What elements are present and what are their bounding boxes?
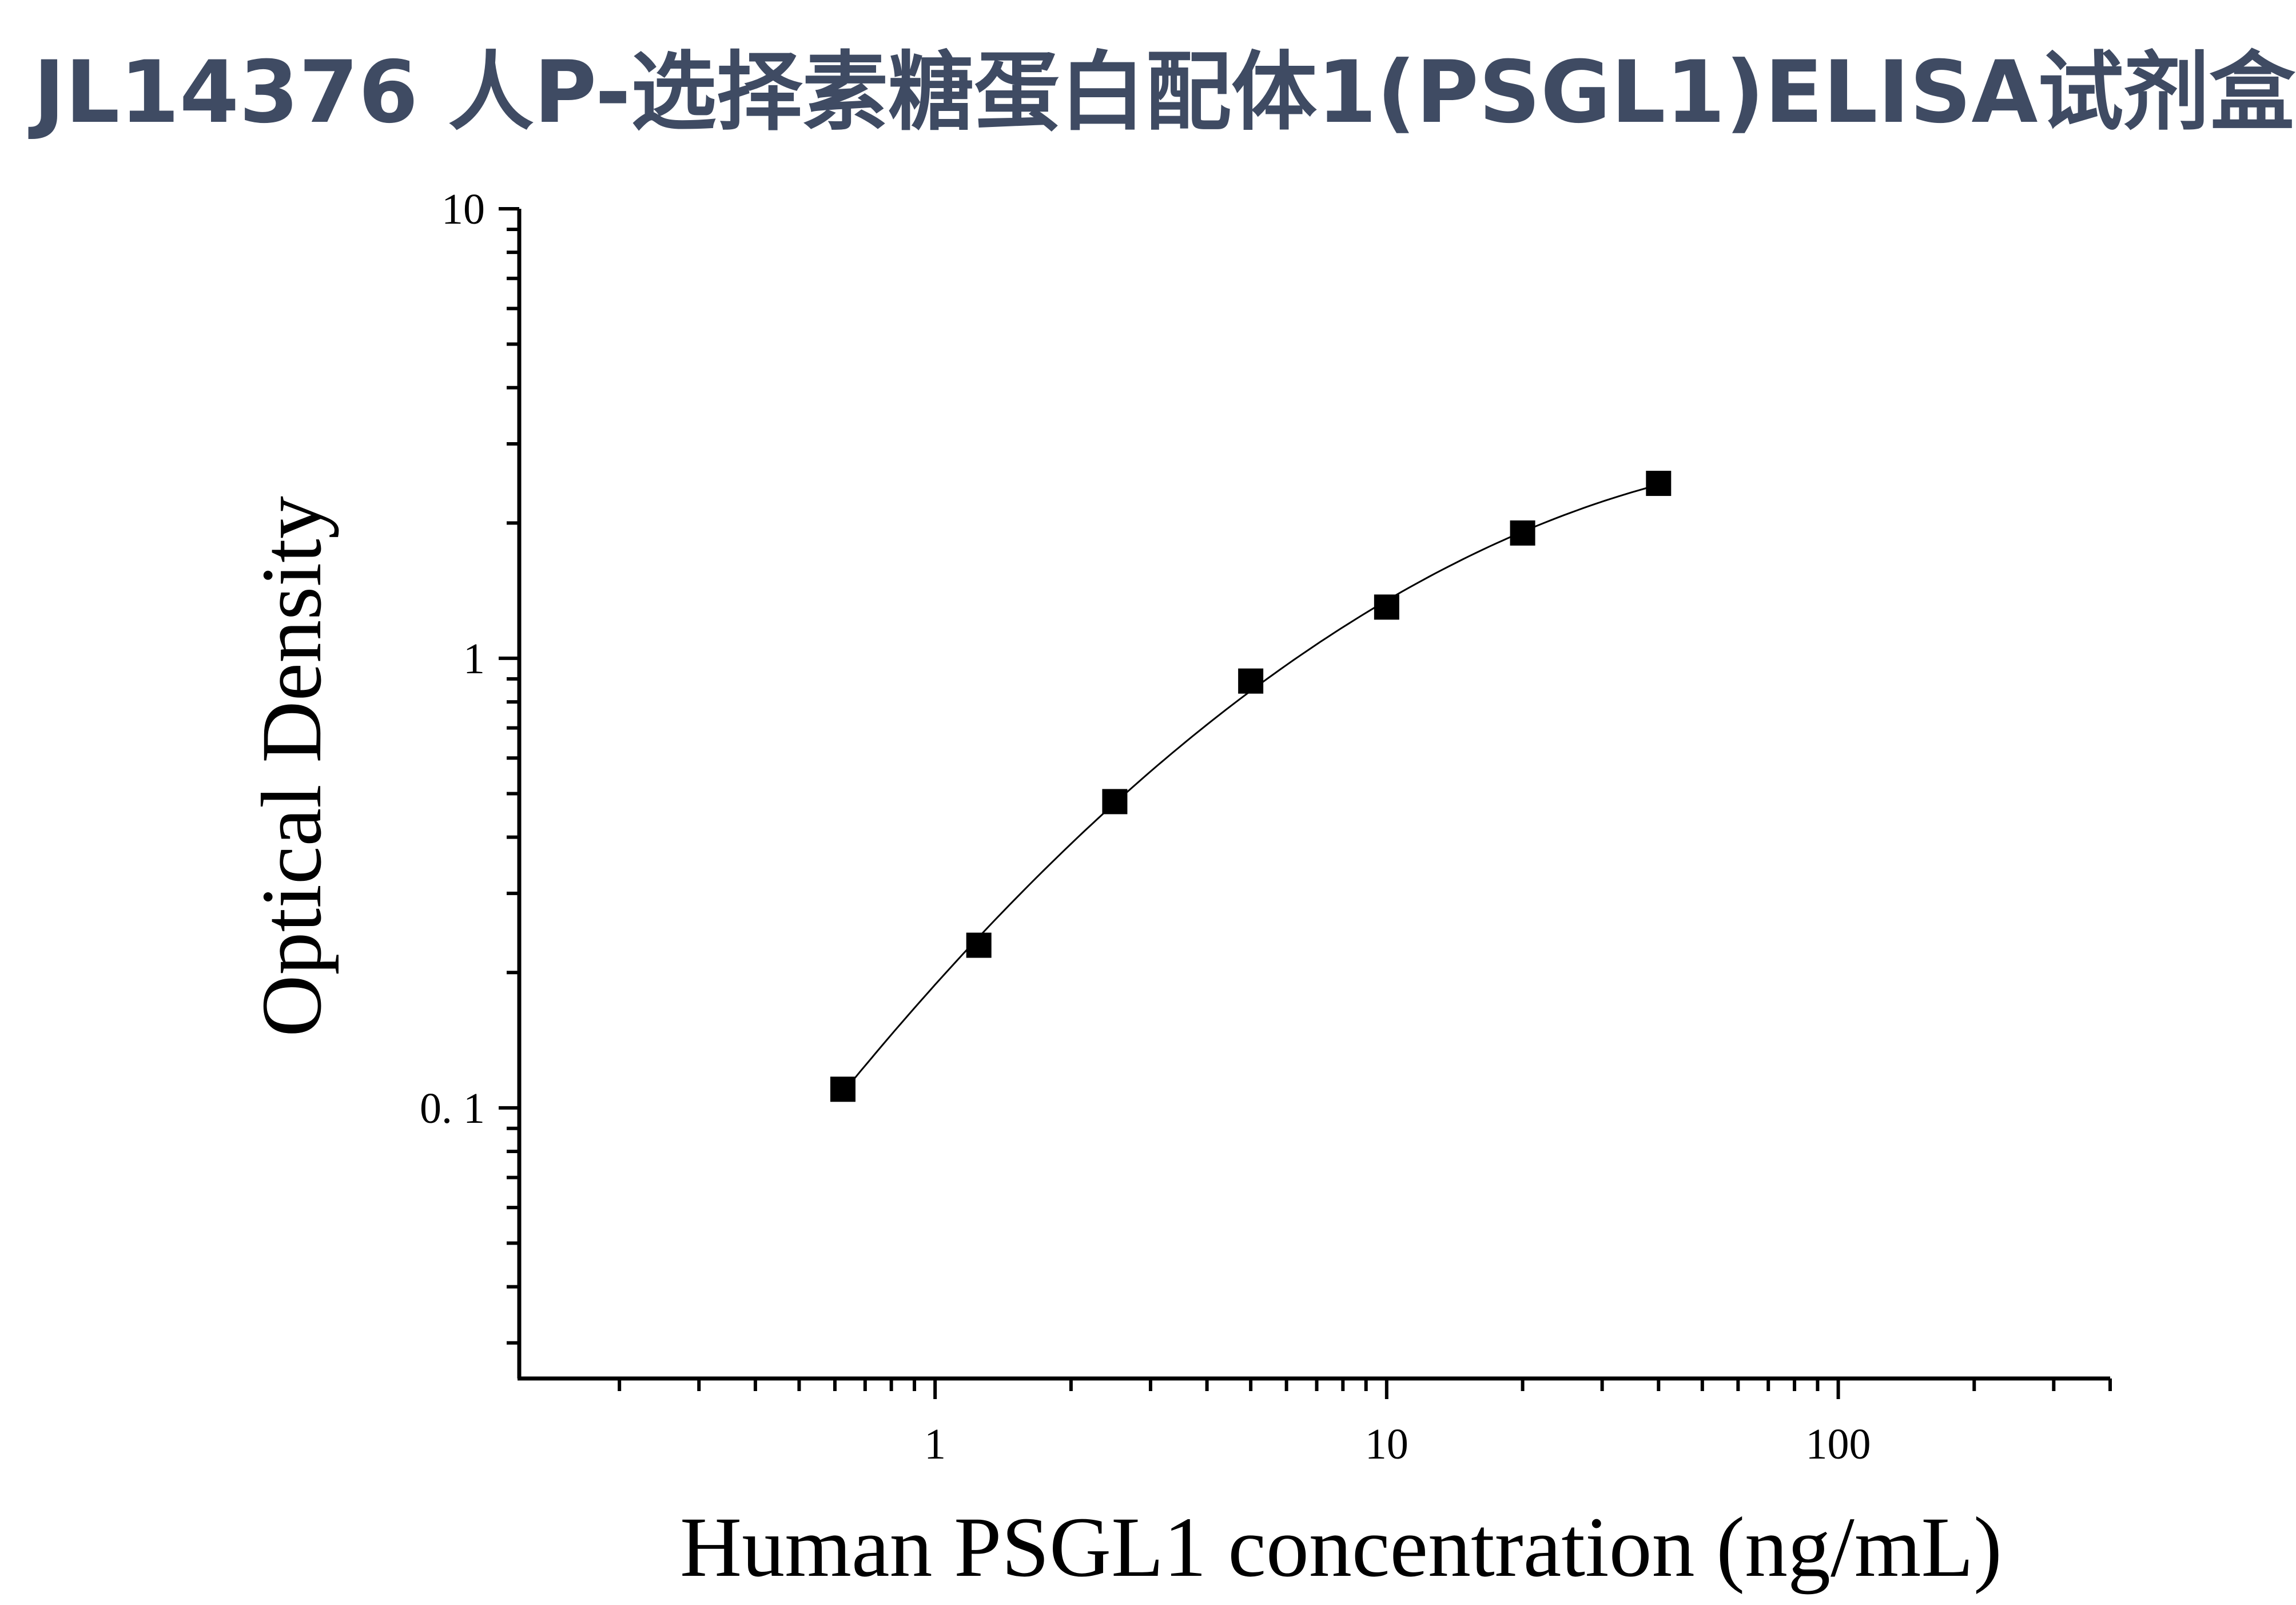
data-point (1238, 668, 1264, 694)
axes (517, 209, 2110, 1381)
page-title: JL14376 人P-选择素糖蛋白配体1(PSGL1)ELISA试剂盒 (33, 43, 2295, 142)
data-point (1510, 520, 1535, 546)
y-tick-label: 1 (463, 635, 485, 683)
data-point (1374, 594, 1399, 620)
fit-curve (846, 484, 1659, 1088)
ticks: 1 10 100 0. 1 1 10 (420, 185, 2112, 1468)
y-axis-title: Optical Density (244, 496, 339, 1037)
data-point (966, 932, 992, 958)
x-axis-title: Human PSGL1 concentration (ng/mL) (680, 1500, 2002, 1595)
y-tick-label: 0. 1 (420, 1084, 485, 1133)
x-tick-label: 1 (924, 1420, 946, 1468)
data-point (830, 1076, 855, 1102)
x-tick-label: 100 (1806, 1420, 1871, 1468)
data-point (1102, 789, 1128, 815)
x-tick-label: 10 (1365, 1420, 1408, 1468)
y-tick-label: 10 (441, 185, 485, 233)
data-point (1646, 471, 1672, 496)
data-points (830, 471, 1672, 1102)
